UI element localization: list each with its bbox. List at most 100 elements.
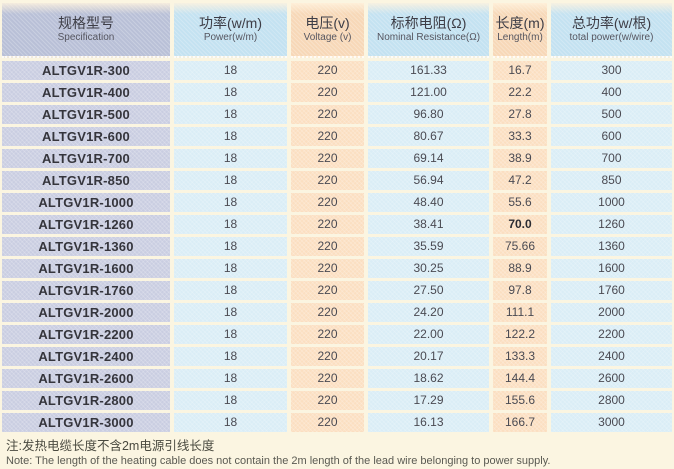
voltage-cell: 220 <box>291 369 364 388</box>
voltage-cell: 220 <box>291 149 364 168</box>
length-cell: 111.1 <box>493 303 547 322</box>
resistance-cell: 35.59 <box>368 237 489 256</box>
resistance-cell: 121.00 <box>368 83 489 102</box>
length-cell: 166.7 <box>493 413 547 432</box>
total-power-cell: 2200 <box>551 325 672 344</box>
resistance-cell: 27.50 <box>368 281 489 300</box>
voltage-cell: 220 <box>291 391 364 410</box>
spec-cell: ALTGV1R-1760 <box>2 281 170 300</box>
total-power-cell: 700 <box>551 149 672 168</box>
length-cell: 38.9 <box>493 149 547 168</box>
column-header-specification: 规格型号 Specification <box>2 3 170 58</box>
power-cell: 18 <box>174 325 287 344</box>
spec-cell: ALTGV1R-2600 <box>2 369 170 388</box>
resistance-cell: 16.13 <box>368 413 489 432</box>
resistance-cell: 48.40 <box>368 193 489 212</box>
voltage-cell: 220 <box>291 325 364 344</box>
total-power-cell: 2600 <box>551 369 672 388</box>
voltage-cell: 220 <box>291 259 364 278</box>
voltage-cell: 220 <box>291 303 364 322</box>
power-cell: 18 <box>174 149 287 168</box>
total-power-cell: 850 <box>551 171 672 190</box>
total-power-cell: 600 <box>551 127 672 146</box>
spec-cell: ALTGV1R-2800 <box>2 391 170 410</box>
voltage-cell: 220 <box>291 105 364 124</box>
column-header-zh: 标称电阻(Ω) <box>390 15 467 31</box>
resistance-cell: 56.94 <box>368 171 489 190</box>
voltage-cell: 220 <box>291 61 364 80</box>
length-cell: 144.4 <box>493 369 547 388</box>
spec-cell: ALTGV1R-300 <box>2 61 170 80</box>
column-header-en: Length(m) <box>497 32 543 43</box>
total-power-cell: 500 <box>551 105 672 124</box>
resistance-cell: 30.25 <box>368 259 489 278</box>
resistance-cell: 80.67 <box>368 127 489 146</box>
power-cell: 18 <box>174 259 287 278</box>
power-cell: 18 <box>174 369 287 388</box>
power-cell: 18 <box>174 391 287 410</box>
length-cell: 88.9 <box>493 259 547 278</box>
voltage-cell: 220 <box>291 413 364 432</box>
spec-cell: ALTGV1R-2000 <box>2 303 170 322</box>
voltage-cell: 220 <box>291 127 364 146</box>
voltage-cell: 220 <box>291 281 364 300</box>
total-power-cell: 1600 <box>551 259 672 278</box>
resistance-cell: 161.33 <box>368 61 489 80</box>
total-power-cell: 2400 <box>551 347 672 366</box>
length-cell: 16.7 <box>493 61 547 80</box>
length-cell: 47.2 <box>493 171 547 190</box>
resistance-cell: 20.17 <box>368 347 489 366</box>
total-power-cell: 300 <box>551 61 672 80</box>
power-cell: 18 <box>174 215 287 234</box>
power-cell: 18 <box>174 237 287 256</box>
total-power-cell: 2800 <box>551 391 672 410</box>
column-header-en: total power(w/wire) <box>569 32 654 43</box>
column-header-zh: 总功率(w/根) <box>571 15 652 31</box>
length-cell: 97.8 <box>493 281 547 300</box>
voltage-cell: 220 <box>291 347 364 366</box>
power-cell: 18 <box>174 105 287 124</box>
column-header-zh: 长度(m) <box>495 15 545 31</box>
length-cell: 55.6 <box>493 193 547 212</box>
power-cell: 18 <box>174 347 287 366</box>
table-body: ALTGV1R-300 18 220 161.33 16.7 300 ALTGV… <box>2 61 672 432</box>
spec-cell: ALTGV1R-1260 <box>2 215 170 234</box>
total-power-cell: 1360 <box>551 237 672 256</box>
resistance-cell: 69.14 <box>368 149 489 168</box>
voltage-cell: 220 <box>291 215 364 234</box>
footnote: 注:发热电缆长度不含2m电源引线长度 Note: The length of t… <box>2 432 672 468</box>
spec-cell: ALTGV1R-400 <box>2 83 170 102</box>
length-cell: 155.6 <box>493 391 547 410</box>
footnote-chinese: 注:发热电缆长度不含2m电源引线长度 <box>6 439 215 453</box>
power-cell: 18 <box>174 61 287 80</box>
spec-cell: ALTGV1R-700 <box>2 149 170 168</box>
length-cell: 33.3 <box>493 127 547 146</box>
column-header-en: Nominal Resistance(Ω) <box>376 32 481 43</box>
power-cell: 18 <box>174 281 287 300</box>
spec-cell: ALTGV1R-1360 <box>2 237 170 256</box>
resistance-cell: 96.80 <box>368 105 489 124</box>
column-header-en: Specification <box>57 32 115 43</box>
voltage-cell: 220 <box>291 171 364 190</box>
total-power-cell: 1760 <box>551 281 672 300</box>
power-cell: 18 <box>174 171 287 190</box>
power-cell: 18 <box>174 413 287 432</box>
column-header-en: Power(w/m) <box>203 32 258 43</box>
spec-cell: ALTGV1R-1000 <box>2 193 170 212</box>
spec-cell: ALTGV1R-500 <box>2 105 170 124</box>
footnote-english: Note: The length of the heating cable do… <box>6 455 551 467</box>
resistance-cell: 24.20 <box>368 303 489 322</box>
total-power-cell: 1000 <box>551 193 672 212</box>
spec-cell: ALTGV1R-600 <box>2 127 170 146</box>
column-header-zh: 功率(w/m) <box>199 15 262 31</box>
power-cell: 18 <box>174 193 287 212</box>
voltage-cell: 220 <box>291 193 364 212</box>
column-header-power: 功率(w/m) Power(w/m) <box>174 3 287 58</box>
spec-cell: ALTGV1R-2200 <box>2 325 170 344</box>
resistance-cell: 38.41 <box>368 215 489 234</box>
column-header-length: 长度(m) Length(m) <box>493 3 547 58</box>
power-cell: 18 <box>174 127 287 146</box>
length-cell: 22.2 <box>493 83 547 102</box>
resistance-cell: 18.62 <box>368 369 489 388</box>
